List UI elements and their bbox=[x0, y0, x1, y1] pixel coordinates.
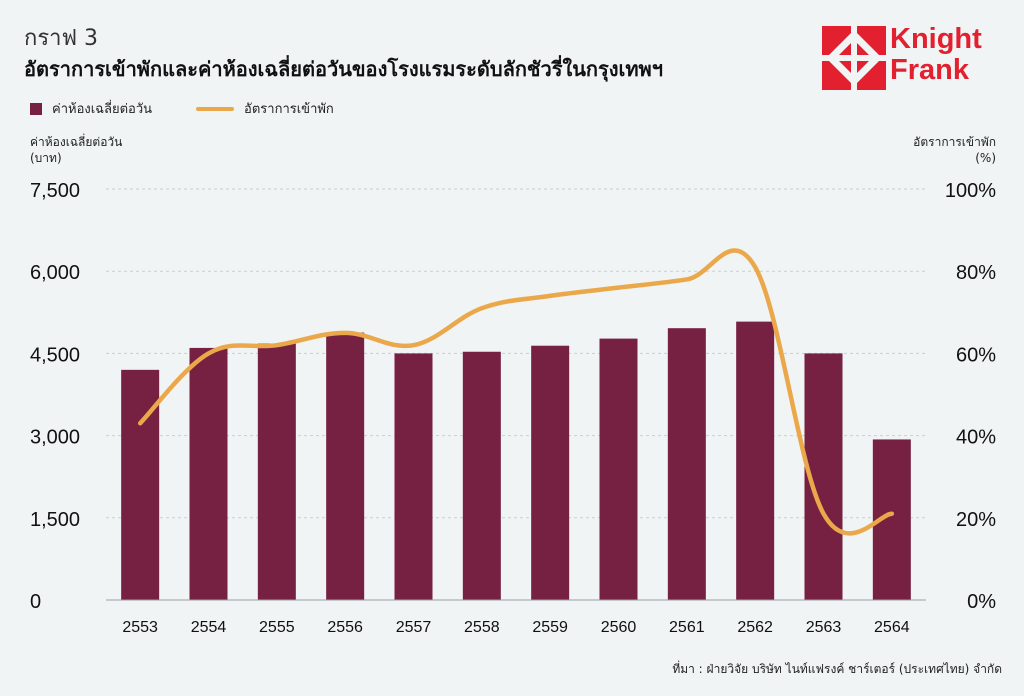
x-tick-label: 2561 bbox=[669, 619, 705, 636]
source-note: ที่มา : ฝ่ายวิจัย บริษัท ไนท์แฟรงค์ ชาร์… bbox=[672, 662, 1002, 676]
x-tick-label: 2559 bbox=[532, 619, 568, 636]
left-tick-label: 0 bbox=[30, 591, 41, 613]
bar-2555 bbox=[257, 343, 296, 600]
legend-line-swatch bbox=[196, 106, 235, 111]
bar-2559 bbox=[531, 345, 570, 600]
chart-legend: ค่าห้องเฉลี่ยต่อวัน อัตราการเข้าพัก bbox=[30, 98, 334, 119]
occupancy-line bbox=[137, 248, 895, 536]
x-tick-label: 2558 bbox=[464, 619, 500, 636]
left-axis-title: ค่าห้องเฉลี่ยต่อวัน bbox=[30, 133, 122, 149]
x-tick-label: 2563 bbox=[806, 619, 842, 636]
right-tick-label: 0% bbox=[967, 591, 996, 613]
left-tick-label: 4,500 bbox=[30, 344, 80, 366]
right-axis-title: อัตราการเข้าพัก bbox=[913, 135, 996, 149]
bar-2556 bbox=[326, 332, 365, 600]
bar-2561 bbox=[667, 328, 706, 600]
logo-line2: Frank bbox=[890, 54, 969, 86]
left-tick-label: 3,000 bbox=[30, 427, 80, 449]
bar-2553 bbox=[121, 369, 160, 600]
x-tick-label: 2564 bbox=[874, 619, 910, 636]
bar-2554 bbox=[189, 347, 228, 600]
figure-label: กราฟ 3 bbox=[24, 26, 99, 51]
x-tick-label: 2557 bbox=[396, 619, 432, 636]
right-tick-label: 100% bbox=[945, 180, 996, 202]
x-tick-label: 2554 bbox=[191, 619, 227, 636]
x-tick-label: 2556 bbox=[327, 619, 363, 636]
left-tick-label: 7,500 bbox=[30, 180, 80, 202]
left-axis-unit: (บาท) bbox=[30, 151, 62, 165]
x-tick-label: 2555 bbox=[259, 619, 295, 636]
logo-line1: Knight bbox=[890, 23, 982, 55]
bar-2558 bbox=[462, 351, 501, 600]
right-tick-label: 80% bbox=[956, 262, 996, 284]
bar-2557 bbox=[394, 353, 433, 600]
legend-line-label: อัตราการเข้าพัก bbox=[244, 102, 334, 117]
right-tick-label: 20% bbox=[956, 509, 996, 531]
left-tick-label: 6,000 bbox=[30, 262, 80, 284]
logo-wordmark: Knight Frank bbox=[890, 24, 982, 86]
chart-header: กราฟ 3 อัตราการเข้าพักและค่าห้องเฉลี่ยต่… bbox=[24, 26, 663, 82]
x-tick-label: 2553 bbox=[122, 619, 158, 636]
x-tick-label: 2560 bbox=[601, 619, 637, 636]
legend-bar-swatch bbox=[30, 102, 42, 115]
bar-2562 bbox=[736, 321, 775, 600]
right-axis-unit: (%) bbox=[975, 151, 996, 165]
legend-bar-label: ค่าห้องเฉลี่ยต่อวัน bbox=[52, 102, 153, 117]
right-tick-label: 40% bbox=[956, 427, 996, 449]
knight-frank-logo: Knight Frank bbox=[822, 24, 997, 90]
logo-mark-icon bbox=[822, 26, 886, 90]
left-tick-label: 1,500 bbox=[30, 509, 80, 531]
right-tick-label: 60% bbox=[956, 344, 996, 366]
x-tick-label: 2562 bbox=[737, 619, 773, 636]
bar-2560 bbox=[599, 338, 638, 600]
chart-title: อัตราการเข้าพักและค่าห้องเฉลี่ยต่อวันของ… bbox=[24, 57, 663, 81]
